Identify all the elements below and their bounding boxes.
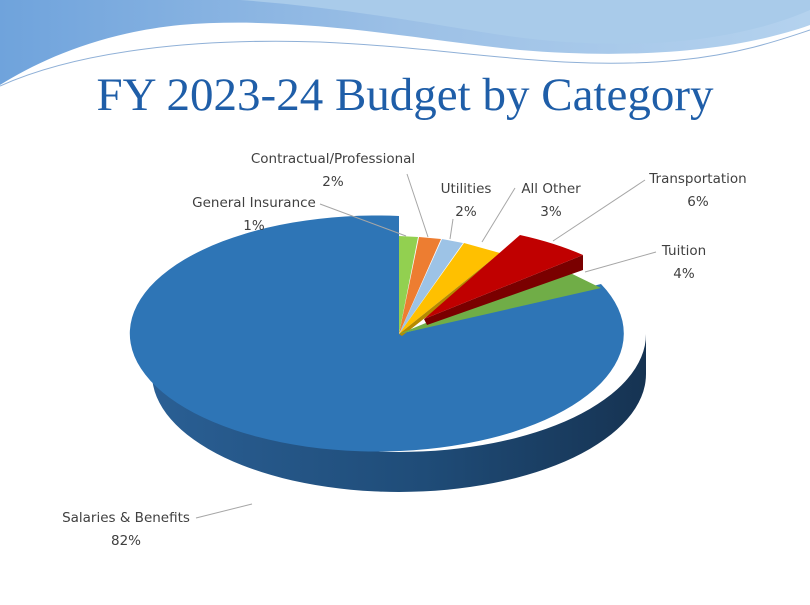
pie-side-salaries	[152, 334, 646, 492]
slice-tuition[interactable]	[399, 268, 601, 334]
slice-contractual-professional[interactable]	[399, 237, 441, 334]
label-contractual: Contractual/Professional	[251, 151, 415, 167]
label-salaries-benefits-pct: 82%	[111, 533, 141, 549]
slice-all-other[interactable]	[399, 243, 500, 334]
label-contractual-pct: 2%	[322, 174, 344, 190]
label-salaries-benefits: Salaries & Benefits	[62, 510, 190, 526]
slice-transportation[interactable]	[424, 235, 583, 319]
label-general-insurance: General Insurance	[192, 195, 316, 211]
slide-title: FY 2023-24 Budget by Category	[96, 69, 714, 121]
label-general-insurance-pct: 1%	[243, 218, 265, 234]
slice-general-insurance[interactable]	[399, 236, 418, 334]
label-tuition: Tuition	[661, 243, 706, 259]
label-transportation-pct: 6%	[687, 194, 709, 210]
label-all-other-pct: 3%	[540, 204, 562, 220]
header-wave-decoration	[0, 0, 810, 92]
label-tuition-pct: 4%	[673, 266, 695, 282]
label-transportation: Transportation	[648, 171, 746, 187]
slice-utilities[interactable]	[399, 239, 463, 334]
slice-salaries-benefits[interactable]	[129, 215, 624, 452]
label-all-other: All Other	[521, 181, 581, 197]
label-utilities: Utilities	[441, 181, 492, 197]
label-utilities-pct: 2%	[455, 204, 477, 220]
